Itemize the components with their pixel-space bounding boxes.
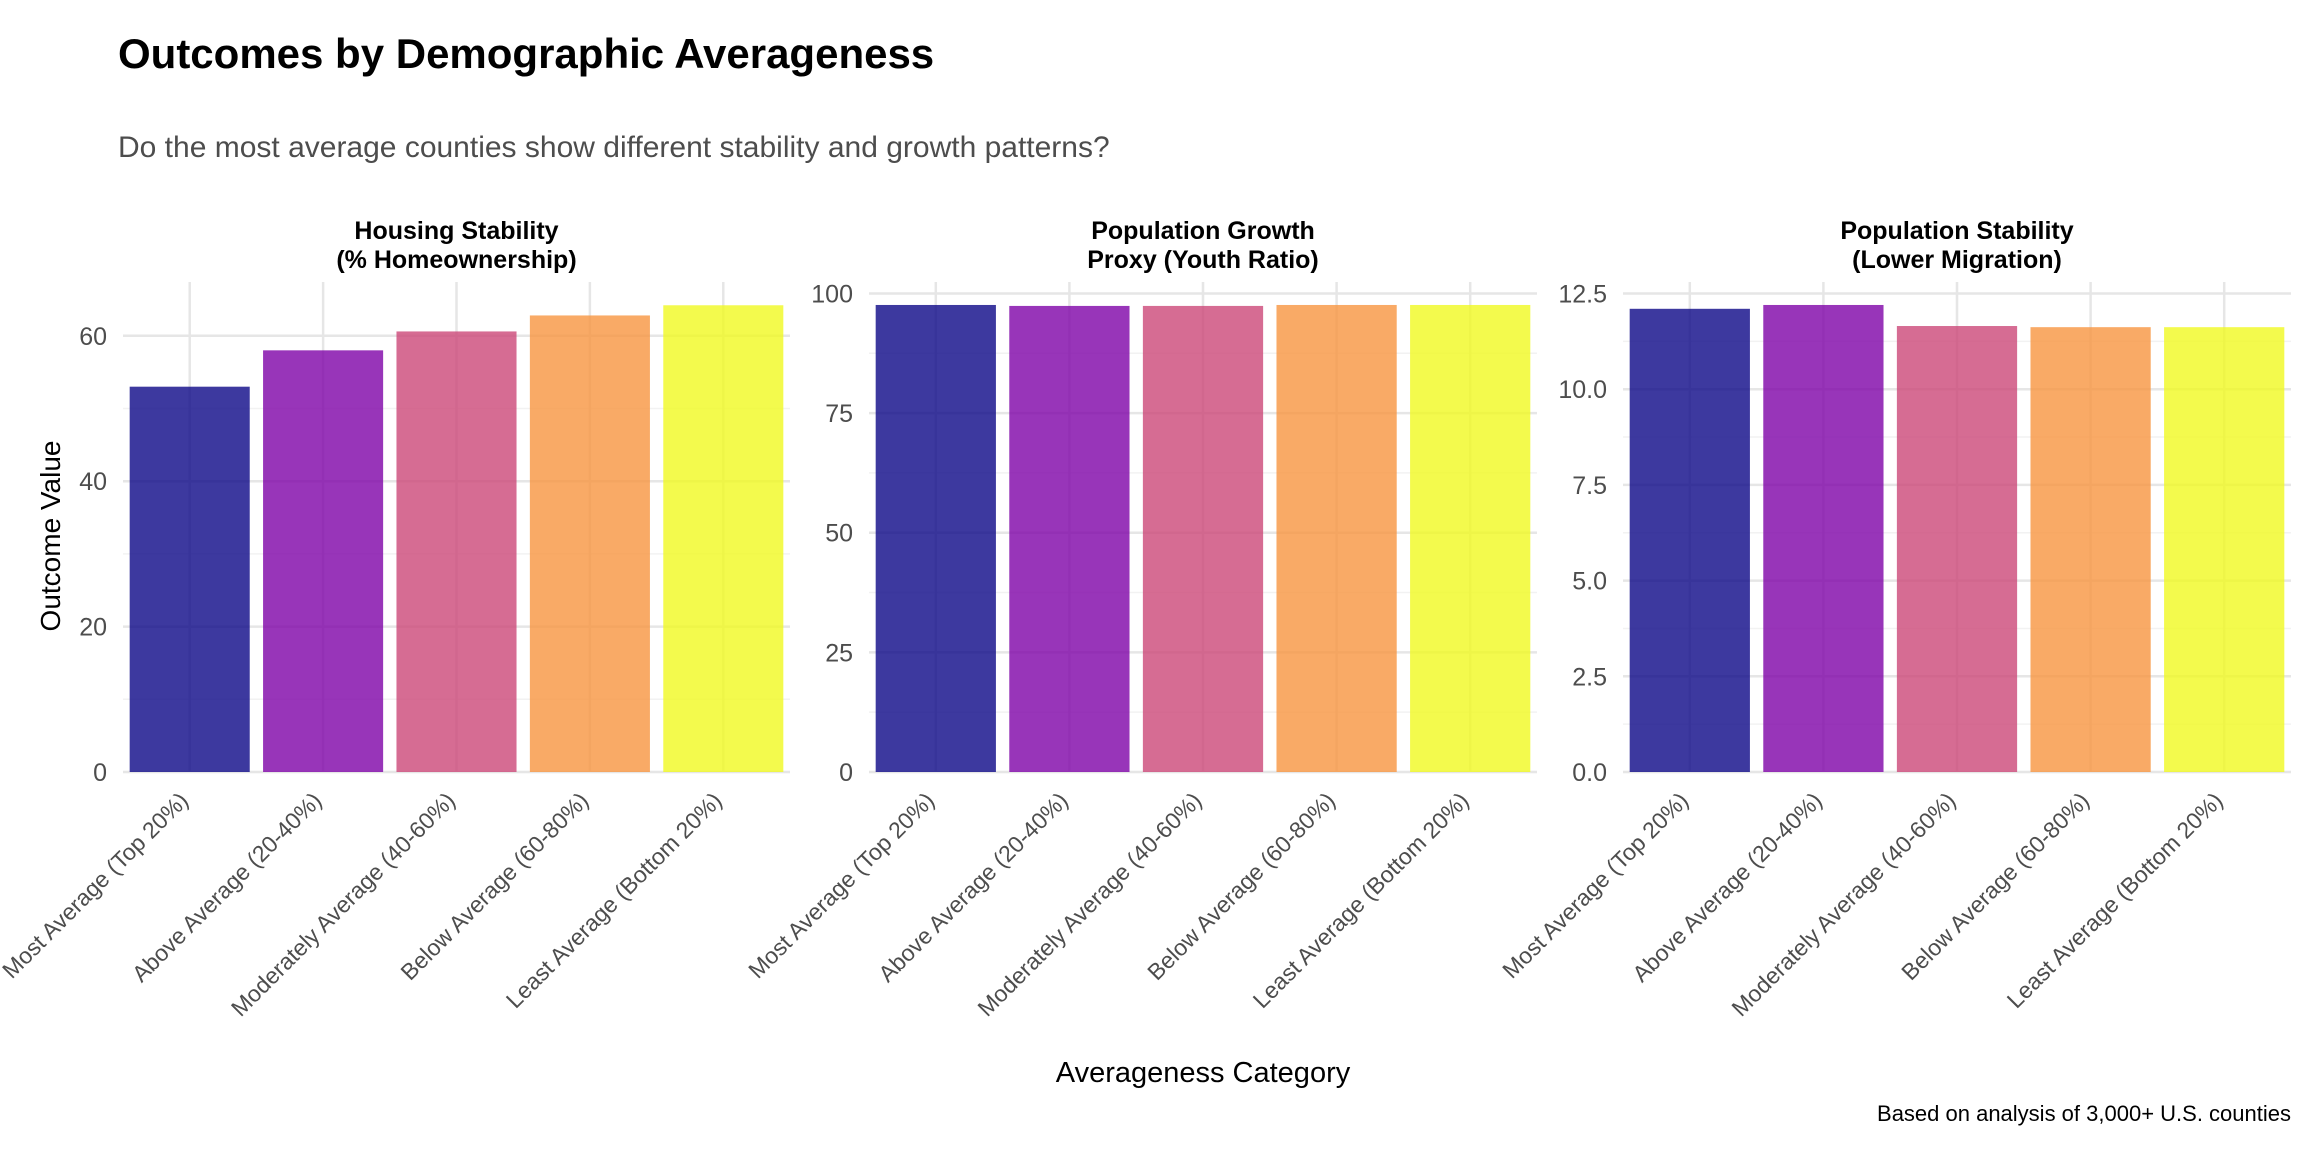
- panel-title-line: Housing Stability: [354, 217, 558, 245]
- y-tick-label: 7.5: [1572, 472, 1607, 500]
- bar: [529, 315, 650, 772]
- x-tick-label: Moderately Average (40-60%): [972, 787, 1206, 1021]
- x-tick-label: Least Average (Bottom 20%): [1248, 787, 1474, 1013]
- panel-title-line: Proxy (Youth Ratio): [1087, 246, 1318, 274]
- bar: [2164, 327, 2285, 772]
- bar: [875, 304, 996, 772]
- chart-subtitle: Do the most average counties show differ…: [118, 131, 1110, 164]
- y-tick-label: 50: [825, 520, 853, 548]
- y-tick-label: 25: [825, 639, 853, 667]
- chart-title: Outcomes by Demographic Averageness: [118, 30, 934, 77]
- y-tick-label: 100: [811, 280, 853, 308]
- x-tick-label: Moderately Average (40-60%): [226, 787, 460, 1021]
- y-tick-label: 0: [839, 759, 853, 787]
- panel-title-line: (Lower Migration): [1852, 246, 2062, 274]
- bar: [129, 386, 250, 772]
- bar: [2030, 327, 2151, 772]
- bar: [1142, 305, 1264, 772]
- bar: [1410, 304, 1531, 772]
- facet-panel: Population Stability(Lower Migration) 0.0…: [1497, 217, 2291, 1021]
- y-tick-label: 2.5: [1572, 663, 1607, 691]
- y-tick-label: 0.0: [1572, 759, 1607, 787]
- facet-panel: Housing Stability(% Homeownership) 0 20 40 6…: [0, 217, 790, 1021]
- chart-caption: Based on analysis of 3,000+ U.S. countie…: [1877, 1101, 2291, 1126]
- y-tick-label: 20: [79, 614, 107, 642]
- y-tick-label: 0: [93, 759, 107, 787]
- y-tick-label: 10.0: [1558, 376, 1607, 404]
- bar: [663, 305, 784, 772]
- y-tick-label: 5.0: [1572, 568, 1607, 596]
- bar: [1009, 305, 1130, 772]
- x-tick-label: Least Average (Bottom 20%): [501, 787, 727, 1013]
- y-tick-label: 40: [79, 468, 107, 496]
- bar: [396, 331, 517, 772]
- panel-title-line: Population Growth: [1091, 217, 1315, 245]
- bar: [1629, 308, 1750, 772]
- y-tick-label: 12.5: [1558, 280, 1607, 308]
- x-tick-label: Least Average (Bottom 20%): [2002, 787, 2228, 1013]
- facet-panels: Housing Stability(% Homeownership) 0 20 40 6…: [0, 217, 2291, 1021]
- y-tick-label: 60: [79, 323, 107, 351]
- y-axis-title: Outcome Value: [35, 441, 66, 632]
- bar: [1896, 326, 2018, 772]
- bar: [1276, 304, 1397, 772]
- bar: [1763, 304, 1884, 772]
- x-axis-title: Averageness Category: [1056, 1057, 1351, 1089]
- y-tick-label: 75: [825, 400, 853, 428]
- x-tick-label: Moderately Average (40-60%): [1726, 787, 1960, 1021]
- panel-title-line: (% Homeownership): [336, 246, 576, 274]
- bar: [263, 350, 384, 772]
- panel-title-line: Population Stability: [1840, 217, 2073, 245]
